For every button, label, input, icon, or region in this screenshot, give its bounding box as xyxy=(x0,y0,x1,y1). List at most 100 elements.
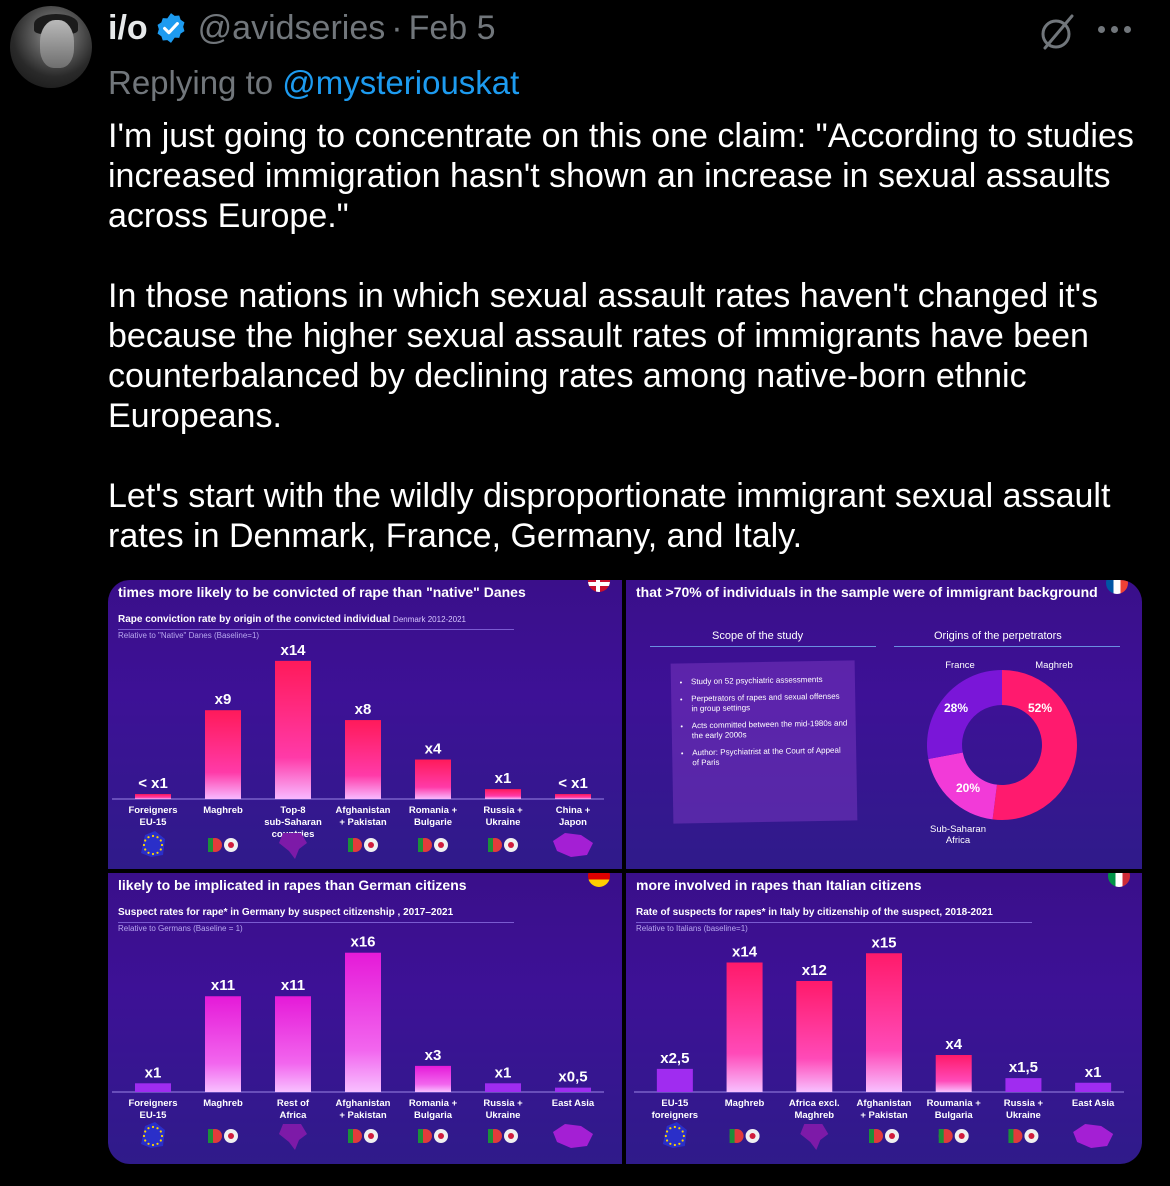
category-label: Africa excl. xyxy=(789,1098,840,1109)
bar-value-label: x2,5 xyxy=(660,1050,689,1067)
reply-to-link[interactable]: @mysteriouskat xyxy=(282,64,520,101)
category-label: Romania + xyxy=(409,805,458,816)
bar-value-label: x4 xyxy=(425,741,442,758)
bar-value-label: x12 xyxy=(802,962,827,979)
more-icon[interactable] xyxy=(1098,26,1142,38)
bar-value-label: x14 xyxy=(732,944,758,961)
category-label: Rest of xyxy=(277,1098,310,1109)
bar xyxy=(205,996,241,1092)
slice-value-label: 28% xyxy=(944,701,968,715)
asia-map-icon xyxy=(553,1124,593,1148)
bar-value-label: x3 xyxy=(425,1047,442,1064)
bar xyxy=(726,962,763,1092)
category-label: Japon xyxy=(559,817,587,828)
flag-icons xyxy=(208,1129,238,1143)
bar xyxy=(205,710,241,799)
slice-category-label: Africa xyxy=(946,835,971,846)
bar xyxy=(485,1083,521,1092)
africa-map-icon xyxy=(279,1124,307,1150)
flag-icons xyxy=(418,1129,448,1143)
category-label: Bulgaria xyxy=(935,1110,974,1121)
slice-category-label: France xyxy=(945,660,975,671)
chart-panel-germany[interactable]: likely to be implicated in rapes than Ge… xyxy=(108,873,622,1164)
flag-icons xyxy=(418,838,448,852)
category-label: Afghanistan xyxy=(336,805,391,816)
panel-title: likely to be implicated in rapes than Ge… xyxy=(118,877,467,893)
divider xyxy=(118,922,514,923)
asia-map-icon xyxy=(1073,1124,1114,1148)
tweet-date[interactable]: Feb 5 xyxy=(408,8,496,47)
subtitle-text: Rape conviction rate by origin of the co… xyxy=(118,614,391,625)
author-name[interactable]: i/o xyxy=(108,8,148,47)
category-label: Russia + xyxy=(483,1098,523,1109)
category-label: East Asia xyxy=(552,1098,595,1109)
origins-title: Origins of the perpetrators xyxy=(934,630,1062,642)
slice-value-label: 20% xyxy=(956,781,980,795)
panel-note: Relative to "Native" Danes (Baseline=1) xyxy=(118,631,260,640)
bar-value-label: x1,5 xyxy=(1009,1059,1038,1076)
panel-subtitle: Suspect rates for rape* in Germany by su… xyxy=(118,907,454,918)
category-label: sub-Saharan xyxy=(264,817,322,828)
category-label: Africa xyxy=(280,1110,308,1121)
africa-map-icon xyxy=(800,1124,829,1150)
bar xyxy=(135,794,171,799)
bar-value-label: x15 xyxy=(871,934,896,951)
tweet-paragraph: I'm just going to concentrate on this on… xyxy=(108,117,1144,235)
bar xyxy=(555,794,591,799)
reply-line: Replying to @mysteriouskat xyxy=(108,64,519,102)
category-label: Ukraine xyxy=(486,1110,521,1121)
bar xyxy=(796,981,833,1092)
tweet-paragraph: In those nations in which sexual assault… xyxy=(108,277,1108,435)
flag-icons xyxy=(488,1129,518,1143)
bar-value-label: x1 xyxy=(145,1064,162,1081)
media-grid[interactable]: times more likely to be convicted of rap… xyxy=(108,580,1142,1164)
flag-icons xyxy=(938,1129,969,1143)
panel-title: times more likely to be convicted of rap… xyxy=(118,584,526,600)
bar-value-label: x4 xyxy=(945,1036,962,1053)
avatar[interactable] xyxy=(10,6,92,88)
category-label: + Pakistan xyxy=(860,1110,907,1121)
category-label: Maghreb xyxy=(725,1098,765,1109)
bar-value-label: < x1 xyxy=(138,775,168,792)
bar xyxy=(345,720,381,799)
panel-title: that >70% of individuals in the sample w… xyxy=(636,584,1098,600)
slash-circle-icon[interactable] xyxy=(1036,12,1080,52)
eu-map-icon xyxy=(141,1122,165,1148)
chart-panel-denmark[interactable]: times more likely to be convicted of rap… xyxy=(108,580,622,869)
bar xyxy=(555,1087,591,1092)
bar-value-label: x11 xyxy=(211,977,235,994)
category-label: EU-15 xyxy=(140,817,168,828)
france-flag-icon xyxy=(1106,580,1128,594)
bar-value-label: x9 xyxy=(215,691,232,708)
bar-value-label: x8 xyxy=(355,701,372,718)
author-handle[interactable]: @avidseries xyxy=(197,8,386,47)
category-label: EU-15 xyxy=(661,1098,689,1109)
donut-slice xyxy=(992,670,1077,820)
tweet-header: i/o @avidseries · Feb 5 xyxy=(108,8,496,48)
category-label: Foreigners xyxy=(128,1098,177,1109)
flag-icons xyxy=(1008,1129,1039,1143)
panel-subtitle: Rape conviction rate by origin of the co… xyxy=(118,614,466,625)
tweet-paragraph: Let's start with the wildly disproportio… xyxy=(108,477,1120,555)
separator: · xyxy=(391,8,403,47)
panel-note: Relative to Italians (baseline=1) xyxy=(636,924,748,933)
bar xyxy=(135,1083,171,1092)
panel-note: Relative to Germans (Baseline = 1) xyxy=(118,924,243,933)
chart-panel-italy[interactable]: more involved in rapes than Italian citi… xyxy=(626,873,1142,1164)
category-label: Maghreb xyxy=(203,805,243,816)
subtitle-small: Denmark 2012-2021 xyxy=(393,615,466,624)
bar-value-label: x1 xyxy=(495,1064,512,1081)
chart-panel-france[interactable]: that >70% of individuals in the sample w… xyxy=(626,580,1142,869)
bar-value-label: x0,5 xyxy=(558,1069,587,1086)
category-label: Ukraine xyxy=(486,817,521,828)
category-label: Bulgarie xyxy=(414,817,452,828)
bar xyxy=(345,952,381,1092)
category-label: Russia + xyxy=(1004,1098,1044,1109)
category-label: + Pakistan xyxy=(339,1110,386,1121)
bar xyxy=(485,789,521,799)
verified-badge-icon xyxy=(157,13,185,43)
bar xyxy=(1005,1078,1042,1092)
